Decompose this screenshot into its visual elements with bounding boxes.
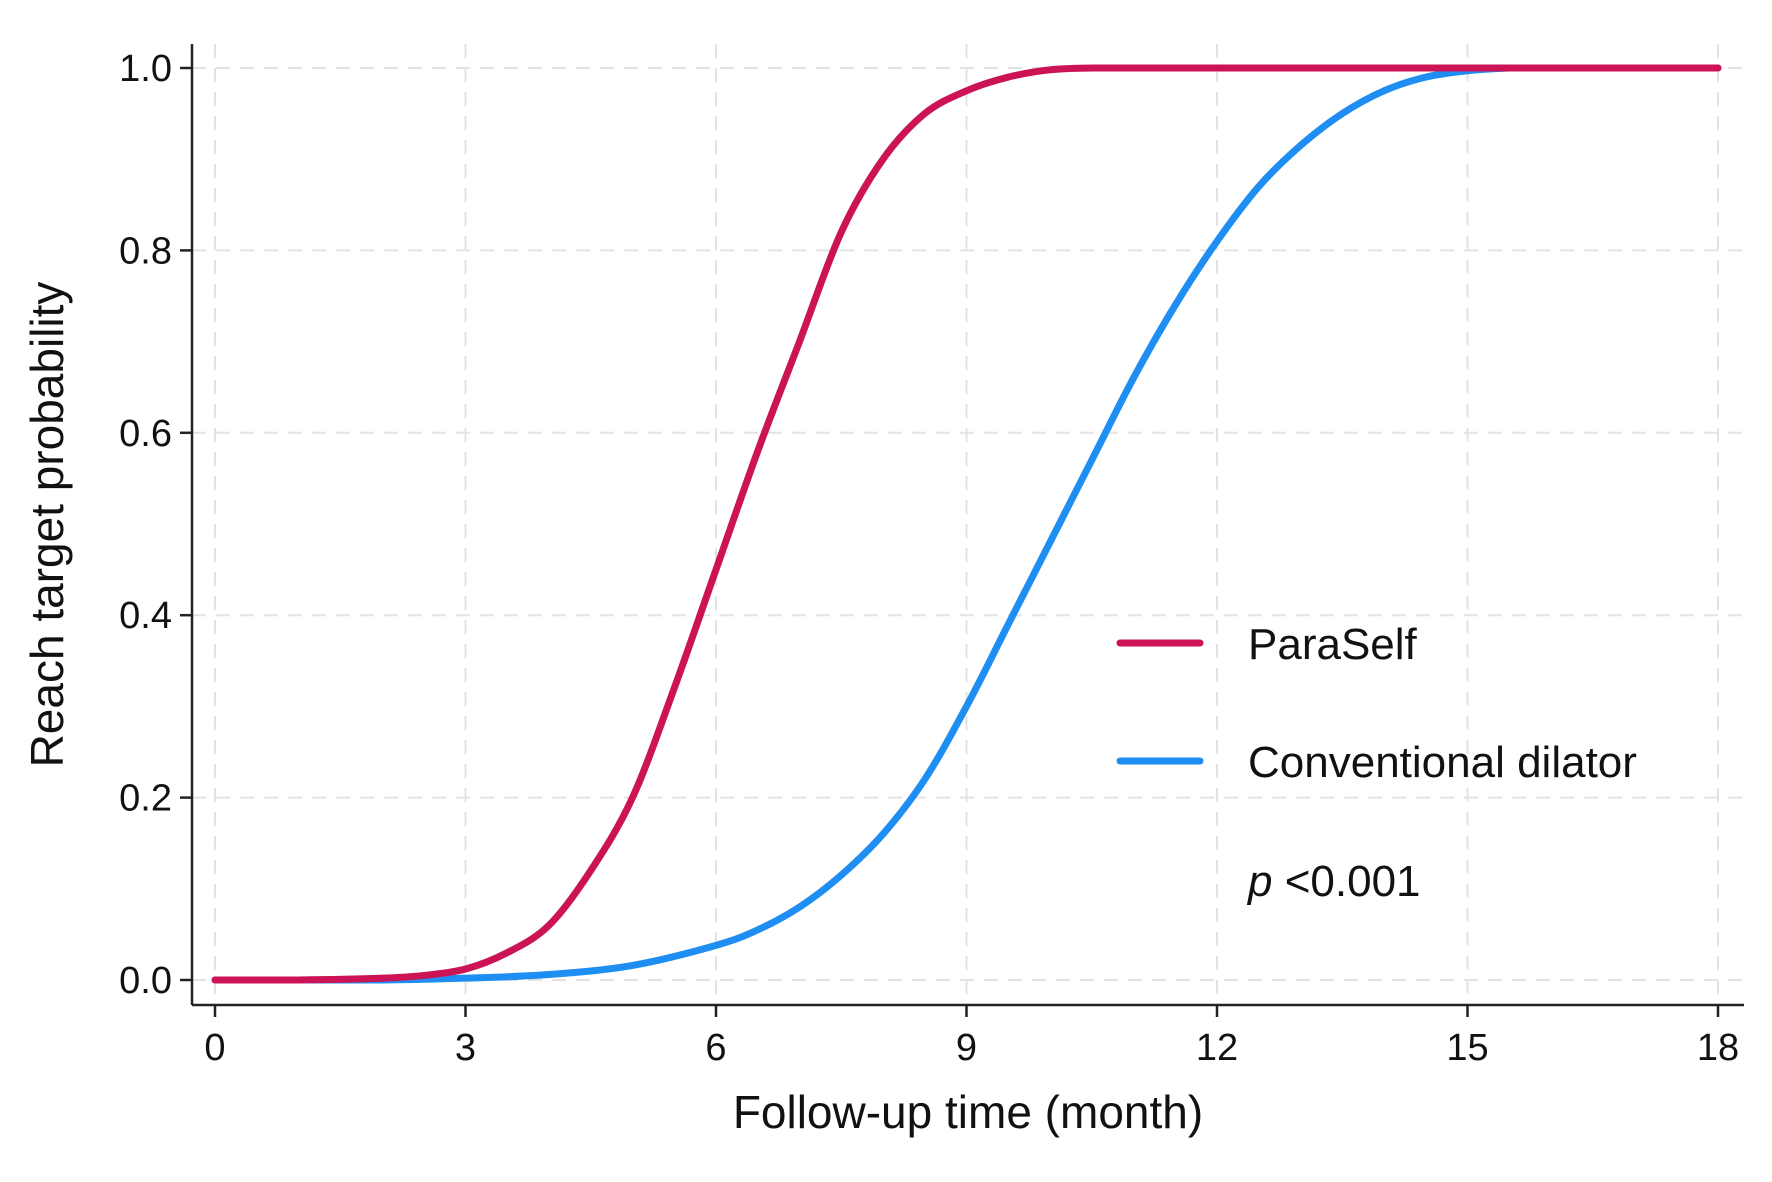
p-value: <0.001 <box>1272 857 1420 906</box>
y-tick-label-1: 0.2 <box>119 778 172 820</box>
x-tick-label-3: 9 <box>956 1027 977 1069</box>
y-axis-ticks: 0.0 0.2 0.4 0.6 0.8 1.0 <box>119 48 192 1002</box>
series-line-conventional-dilator <box>211 64 1722 984</box>
x-tick-label-2: 6 <box>705 1027 726 1069</box>
x-tick-label-4: 12 <box>1196 1027 1238 1069</box>
legend-label-conventional-dilator: Conventional dilator <box>1248 738 1637 787</box>
y-tick-label-3: 0.6 <box>119 413 172 455</box>
y-axis-title: Reach target probability <box>21 282 73 768</box>
x-axis-title: Follow-up time (month) <box>733 1086 1203 1138</box>
x-tick-label-1: 3 <box>455 1027 476 1069</box>
series-line-paraself <box>211 64 1722 984</box>
y-tick-label-2: 0.4 <box>119 595 172 637</box>
y-tick-label-5: 1.0 <box>119 48 172 90</box>
y-tick-label-0: 0.0 <box>119 960 172 1002</box>
x-axis-ticks: 0 3 6 9 12 15 18 <box>204 1005 1739 1069</box>
x-tick-label-6: 18 <box>1697 1027 1739 1069</box>
axes <box>190 44 1744 1007</box>
p-symbol: p <box>1246 857 1272 906</box>
y-tick-label-4: 0.8 <box>119 230 172 272</box>
series <box>211 64 1722 984</box>
legend-label-paraself: ParaSelf <box>1248 620 1418 669</box>
p-value-annotation: p <0.001 <box>1246 857 1421 906</box>
legend: ParaSelf Conventional dilator p <0.001 <box>1116 620 1637 906</box>
x-tick-label-0: 0 <box>204 1027 225 1069</box>
grid <box>192 44 1744 1005</box>
x-tick-label-5: 15 <box>1446 1027 1488 1069</box>
